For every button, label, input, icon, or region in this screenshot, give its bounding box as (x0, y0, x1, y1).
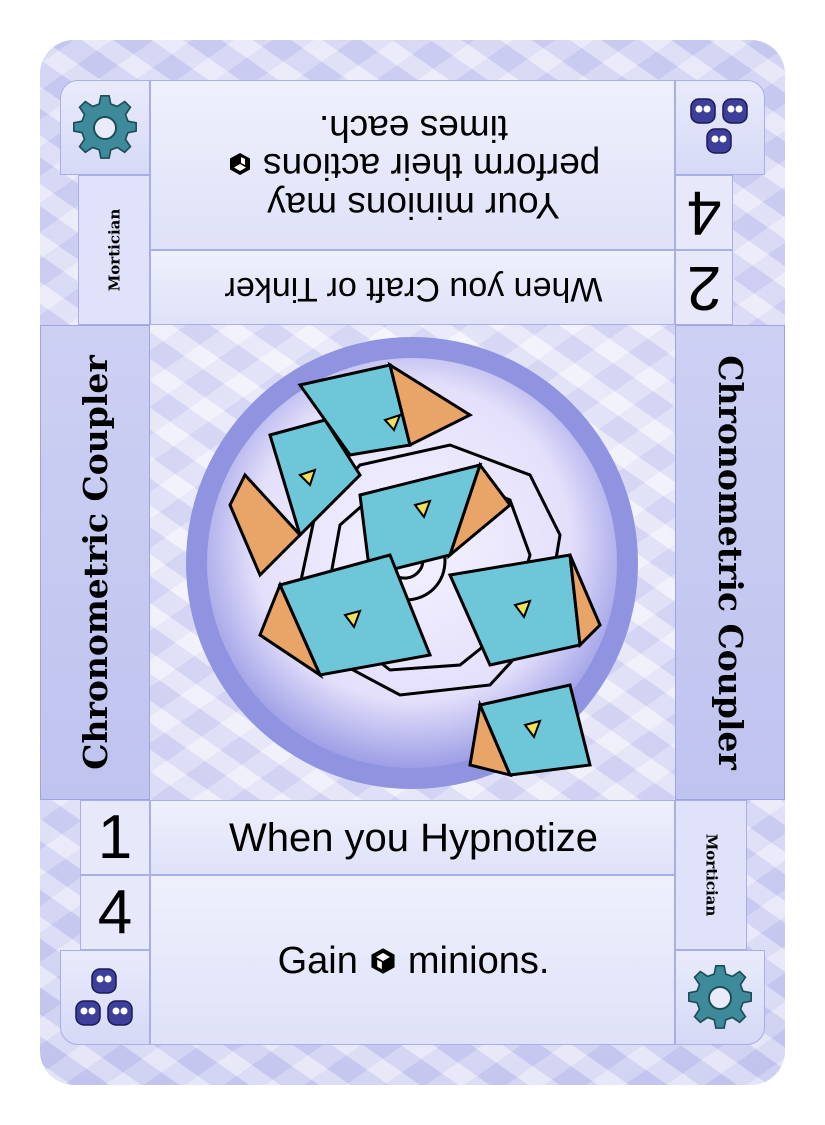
bottom-minions-box (60, 950, 150, 1045)
game-card: Your minions may perform their actions t… (40, 40, 785, 1085)
top-trigger-panel: When you Craft or Tinker (150, 250, 675, 325)
top-effect-panel: Your minions may perform their actions t… (150, 80, 675, 250)
left-title: Chronometric Coupler (40, 325, 150, 800)
minion-face-icon (70, 963, 140, 1033)
gear-icon (70, 93, 140, 163)
top-role-label: Mortician (105, 209, 123, 292)
bottom-effect-panel: Gain minions. (150, 875, 675, 1045)
gear-icon (685, 963, 755, 1033)
top-cost-bottom: 4 (675, 175, 733, 250)
bottom-effect-prefix: Gain (278, 940, 358, 983)
die-icon (227, 151, 253, 177)
bottom-trigger-panel: When you Hypnotize (150, 800, 675, 875)
bottom-right-role-box: Mortician (675, 800, 747, 950)
top-effect-line2: perform their actions (227, 147, 601, 186)
bottom-cost-top: 1 (80, 800, 150, 875)
bottom-gear-box (675, 950, 765, 1045)
top-gear-box (60, 80, 150, 175)
bottom-role-label: Mortician (702, 834, 720, 917)
minion-face-icon (685, 93, 755, 163)
card-art (150, 325, 675, 800)
bottom-effect-suffix: minions. (408, 940, 550, 983)
right-title: Chronometric Coupler (675, 325, 785, 800)
bottom-effect-text: Gain minions. (151, 876, 676, 1046)
bottom-cost-bottom: 4 (80, 875, 150, 950)
bottom-trigger-text: When you Hypnotize (151, 801, 676, 876)
top-left-role-box: Mortician (78, 175, 150, 325)
top-cost-top: 2 (675, 250, 733, 325)
top-effect-line3: times each. (319, 108, 508, 147)
top-minions-box (675, 80, 765, 175)
top-effect-line1: Your minions may (267, 185, 560, 224)
top-trigger-text: When you Craft or Tinker (151, 251, 676, 326)
top-effect-text: Your minions may perform their actions t… (151, 81, 676, 251)
die-icon (368, 946, 398, 976)
